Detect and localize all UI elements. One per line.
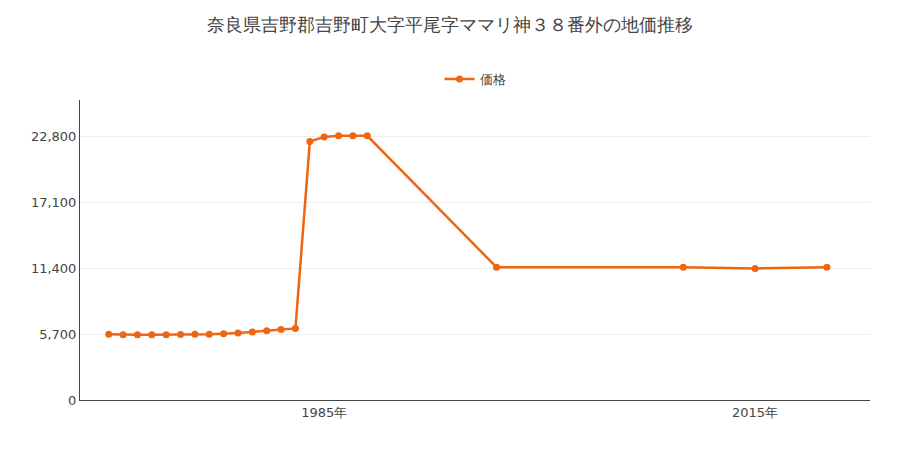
svg-text:11,400: 11,400	[31, 261, 77, 276]
svg-text:2015年: 2015年	[732, 405, 778, 420]
svg-text:1985年: 1985年	[301, 405, 347, 420]
svg-text:0: 0	[68, 393, 76, 408]
svg-text:22,800: 22,800	[31, 129, 77, 144]
svg-text:5,700: 5,700	[39, 327, 76, 342]
svg-text:17,100: 17,100	[31, 195, 77, 210]
svg-text:奈良県吉野郡吉野町大字平尾字ママリ神３８番外の地価推移: 奈良県吉野郡吉野町大字平尾字ママリ神３８番外の地価推移	[207, 14, 693, 35]
svg-text:価格: 価格	[480, 72, 506, 87]
